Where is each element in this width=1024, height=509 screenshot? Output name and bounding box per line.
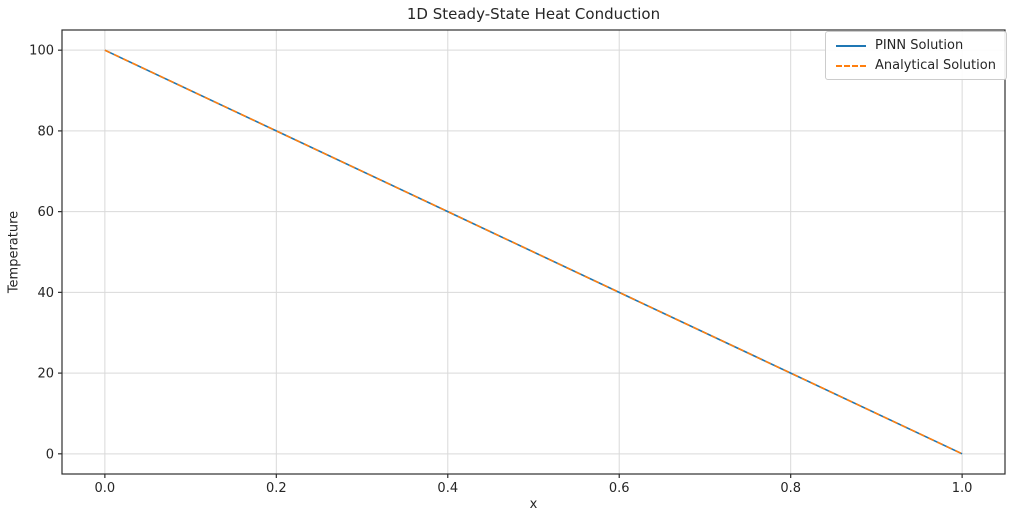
x-tick-label: 0.6 (609, 481, 630, 496)
x-tick-label: 0.4 (437, 481, 458, 496)
chart-title: 1D Steady-State Heat Conduction (406, 5, 661, 23)
legend-line-sample-solid (836, 44, 866, 47)
y-tick-label: 100 (29, 44, 54, 59)
x-tick-label: 1.0 (952, 481, 973, 496)
axes-spines (61, 29, 1006, 475)
y-tick-label: 0 (46, 447, 54, 462)
legend-entry-analytical-solution: Analytical Solution (836, 58, 996, 73)
legend-label: PINN Solution (875, 38, 964, 53)
legend: PINN Solution Analytical Solution (825, 31, 1007, 80)
y-tick-label: 60 (37, 205, 54, 220)
legend-label: Analytical Solution (875, 58, 996, 73)
x-axis-label: x (529, 497, 538, 509)
legend-entry-pinn-solution: PINN Solution (836, 38, 996, 53)
series-line-analytical-solution (104, 49, 963, 455)
legend-line-sample-dashed (836, 64, 866, 67)
x-tick-label: 0.8 (780, 481, 801, 496)
y-axis-label: Temperature (6, 210, 22, 294)
x-tick-label: 0.2 (266, 481, 287, 496)
y-tick-label: 20 (37, 367, 54, 382)
x-tick-label: 0.0 (95, 481, 116, 496)
y-tick-label: 80 (37, 124, 54, 139)
y-tick-label: 40 (37, 286, 54, 301)
